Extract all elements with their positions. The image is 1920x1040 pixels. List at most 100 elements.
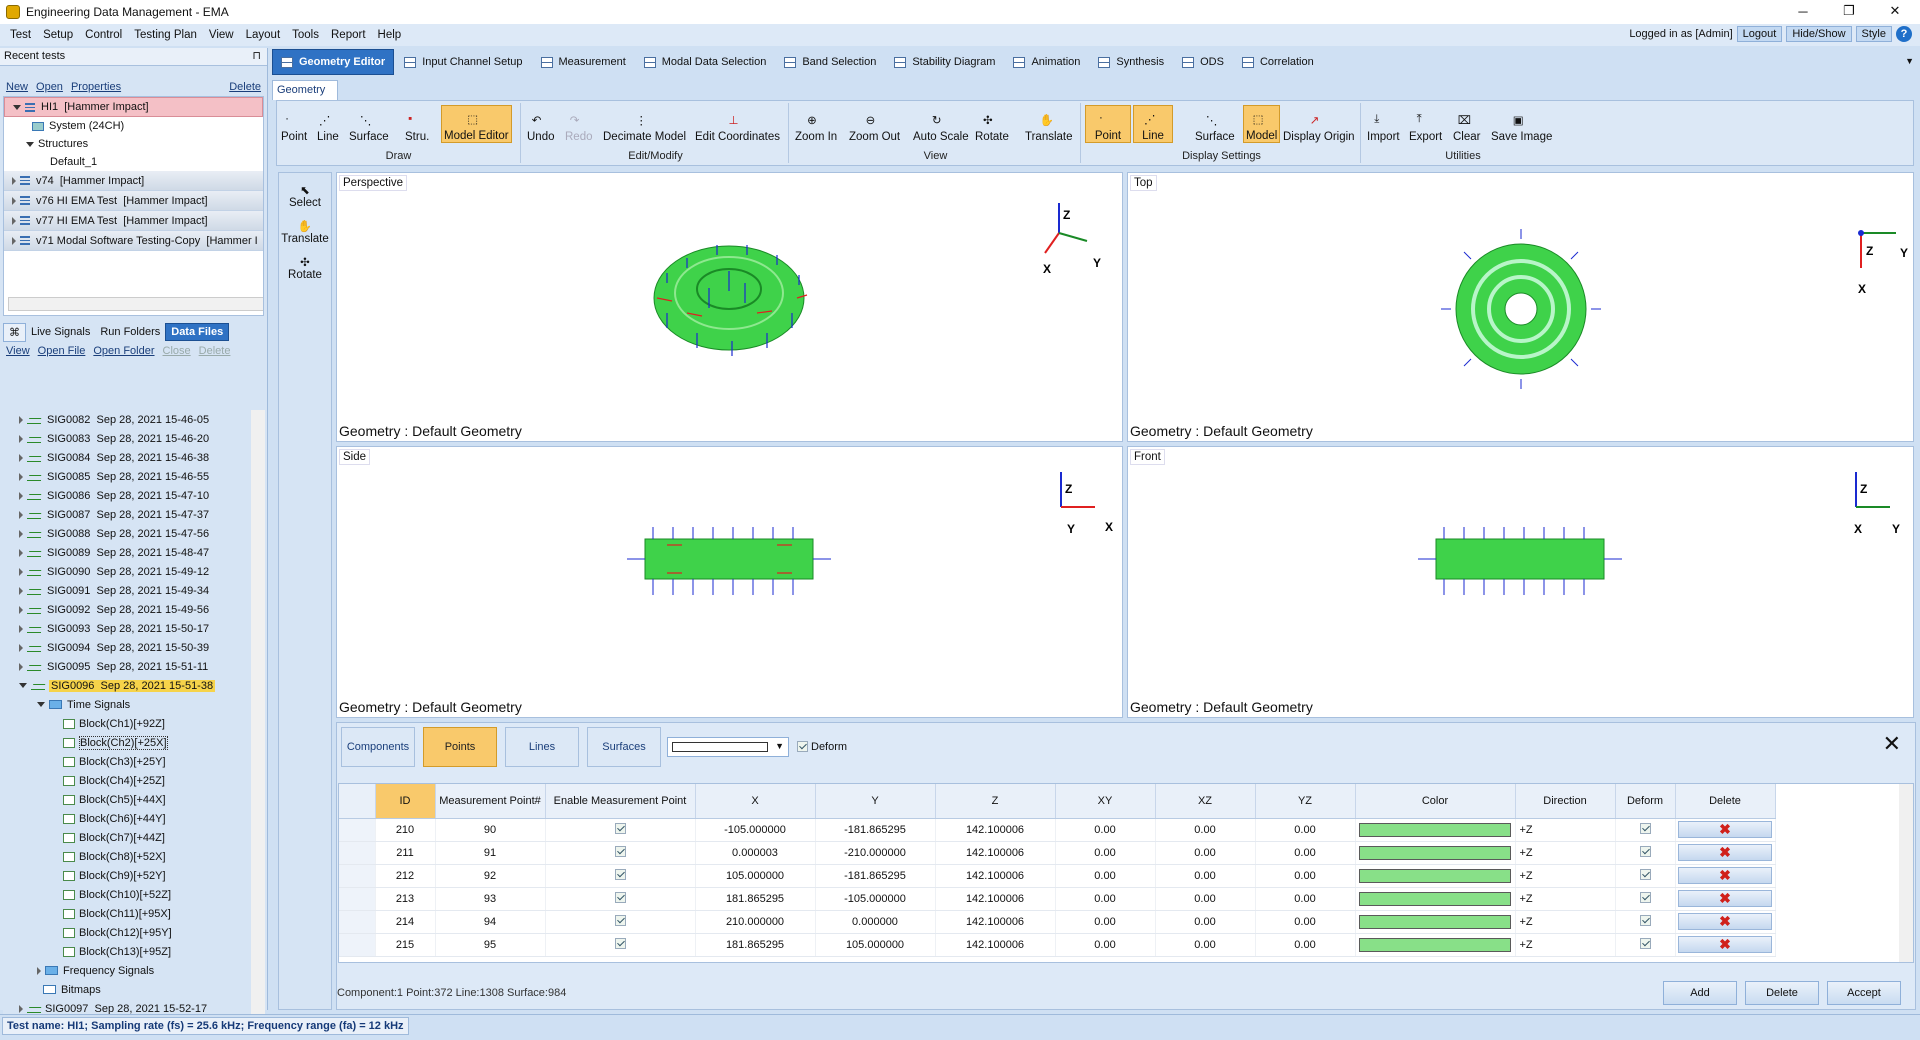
cell-xz[interactable]: 0.00 <box>1155 933 1256 957</box>
close-link[interactable]: Close <box>162 345 191 357</box>
undo-button[interactable]: ↶ Undo <box>525 105 557 143</box>
draw-surface-button[interactable]: ⋱ Surface <box>347 105 391 143</box>
horizontal-scrollbar[interactable] <box>8 297 263 311</box>
expand-icon[interactable] <box>19 643 23 652</box>
tab-live-signals[interactable]: Live Signals <box>31 326 91 338</box>
add-button[interactable]: Add <box>1663 981 1737 1005</box>
col-measurement-point[interactable]: Measurement Point# <box>435 784 546 819</box>
tab-data-files[interactable]: Data Files <box>165 323 230 341</box>
file-row[interactable]: SIG0089 Sep 28, 2021 15-48-47 <box>3 543 265 562</box>
cell-x[interactable]: 105.000000 <box>695 864 816 888</box>
expand-icon[interactable] <box>12 236 16 245</box>
cell-deform[interactable] <box>1615 910 1676 934</box>
cell-x[interactable]: 210.000000 <box>695 910 816 934</box>
block-row[interactable]: Block(Ch8)[+52X] <box>3 847 265 866</box>
tab-geometry-editor[interactable]: Geometry Editor <box>272 49 395 75</box>
close-panel-icon[interactable]: ✕ <box>1882 731 1901 756</box>
expand-icon[interactable] <box>19 548 23 557</box>
cell-direction[interactable]: +Z <box>1515 933 1616 957</box>
col-yz[interactable]: YZ <box>1255 784 1356 819</box>
save-image-button[interactable]: ▣ Save Image <box>1489 105 1554 143</box>
col-enable[interactable]: Enable Measurement Point <box>545 784 696 819</box>
tab-surfaces[interactable]: Surfaces <box>587 727 661 767</box>
auto-scale-button[interactable]: ↻ Auto Scale <box>911 105 971 143</box>
vertical-scrollbar[interactable] <box>251 410 265 1025</box>
menu-setup[interactable]: Setup <box>43 29 74 41</box>
cell-xz[interactable]: 0.00 <box>1155 887 1256 911</box>
menu-tools[interactable]: Tools <box>292 29 319 41</box>
hide-show-button[interactable]: Hide/Show <box>1786 26 1852 42</box>
file-row[interactable]: SIG0086 Sep 28, 2021 15-47-10 <box>3 486 265 505</box>
row-header[interactable] <box>339 864 376 888</box>
zoom-in-button[interactable]: ⊕ Zoom In <box>793 105 839 143</box>
cell-color[interactable] <box>1355 933 1516 957</box>
pin-icon[interactable]: ⊓ <box>252 50 261 62</box>
block-row[interactable]: Block(Ch11)[+95X] <box>3 904 265 923</box>
display-origin-button[interactable]: ↗ Display Origin <box>1281 105 1357 143</box>
file-row[interactable]: SIG0090 Sep 28, 2021 15-49-12 <box>3 562 265 581</box>
menu-testing-plan[interactable]: Testing Plan <box>134 29 197 41</box>
block-row[interactable]: Block(Ch6)[+44Y] <box>3 809 265 828</box>
file-row[interactable]: SIG0097 Sep 28, 2021 15-52-17 <box>3 999 265 1018</box>
cell-enable[interactable] <box>545 910 696 934</box>
open-file-link[interactable]: Open File <box>37 345 86 357</box>
menu-layout[interactable]: Layout <box>245 29 281 41</box>
cell-direction[interactable]: +Z <box>1515 887 1616 911</box>
logout-button[interactable]: Logout <box>1736 26 1783 42</box>
import-button[interactable]: ⤓ Import <box>1365 105 1402 143</box>
cell-color[interactable] <box>1355 887 1516 911</box>
cell-direction[interactable]: +Z <box>1515 818 1616 842</box>
tab-modal-data-selection[interactable]: Modal Data Selection <box>636 49 775 75</box>
cell-z[interactable]: 142.100006 <box>935 818 1056 842</box>
table-row[interactable]: 215 95 181.865295 105.000000 142.100006 … <box>339 933 1776 957</box>
cell-yz[interactable]: 0.00 <box>1255 910 1356 934</box>
cell-y[interactable]: -181.865295 <box>815 864 936 888</box>
grid-scrollbar[interactable] <box>1899 784 1913 962</box>
expand-icon[interactable] <box>19 434 23 443</box>
cell-direction[interactable]: +Z <box>1515 841 1616 865</box>
cell-x[interactable]: 181.865295 <box>695 887 816 911</box>
expand-icon[interactable] <box>19 415 23 424</box>
col-delete[interactable]: Delete <box>1675 784 1776 819</box>
tab-animation[interactable]: Animation <box>1005 49 1088 75</box>
new-link[interactable]: New <box>6 81 29 93</box>
cell-delete[interactable]: ✖ <box>1675 841 1776 865</box>
col-deform[interactable]: Deform <box>1615 784 1676 819</box>
expand-icon[interactable] <box>37 966 41 975</box>
delete-row-button[interactable]: ✖ <box>1678 867 1772 884</box>
expand-icon[interactable] <box>26 141 34 147</box>
enable-checkbox[interactable] <box>614 891 626 903</box>
file-row[interactable]: SIG0083 Sep 28, 2021 15-46-20 <box>3 429 265 448</box>
file-row[interactable]: SIG0096 Sep 28, 2021 15-51-38 <box>3 676 265 695</box>
cell-x[interactable]: 181.865295 <box>695 933 816 957</box>
cell-delete[interactable]: ✖ <box>1675 887 1776 911</box>
translate-tool[interactable]: ✋ Translate <box>279 209 331 245</box>
delete-row-button[interactable]: ✖ <box>1678 844 1772 861</box>
clear-button[interactable]: ⌧ Clear <box>1451 105 1482 143</box>
cell-deform[interactable] <box>1615 933 1676 957</box>
deform-checkbox[interactable] <box>1639 914 1651 926</box>
enable-checkbox[interactable] <box>614 914 626 926</box>
tree-system[interactable]: System (24CH) <box>4 117 263 135</box>
tab-band-selection[interactable]: Band Selection <box>776 49 884 75</box>
file-row[interactable]: SIG0085 Sep 28, 2021 15-46-55 <box>3 467 265 486</box>
cell-color[interactable] <box>1355 818 1516 842</box>
binoculars-icon[interactable]: ⌘ <box>3 322 26 342</box>
file-row[interactable]: SIG0095 Sep 28, 2021 15-51-11 <box>3 657 265 676</box>
component-select[interactable]: ▼ <box>667 737 789 757</box>
expand-icon[interactable] <box>12 196 16 205</box>
cell-x[interactable]: -105.000000 <box>695 818 816 842</box>
row-header[interactable] <box>339 841 376 865</box>
viewport-side[interactable]: Side Z Y X Geometry : Default Geometry <box>336 446 1123 718</box>
cell-yz[interactable]: 0.00 <box>1255 818 1356 842</box>
tab-components[interactable]: Components <box>341 727 415 767</box>
col-xz[interactable]: XZ <box>1155 784 1256 819</box>
cell-measurement-point[interactable]: 93 <box>435 887 546 911</box>
cell-deform[interactable] <box>1615 841 1676 865</box>
cell-y[interactable]: 0.000000 <box>815 910 936 934</box>
cell-xz[interactable]: 0.00 <box>1155 910 1256 934</box>
col-id[interactable]: ID <box>375 784 436 819</box>
cell-direction[interactable]: +Z <box>1515 910 1616 934</box>
deform-checkbox[interactable] <box>797 741 808 752</box>
cell-xy[interactable]: 0.00 <box>1055 864 1156 888</box>
